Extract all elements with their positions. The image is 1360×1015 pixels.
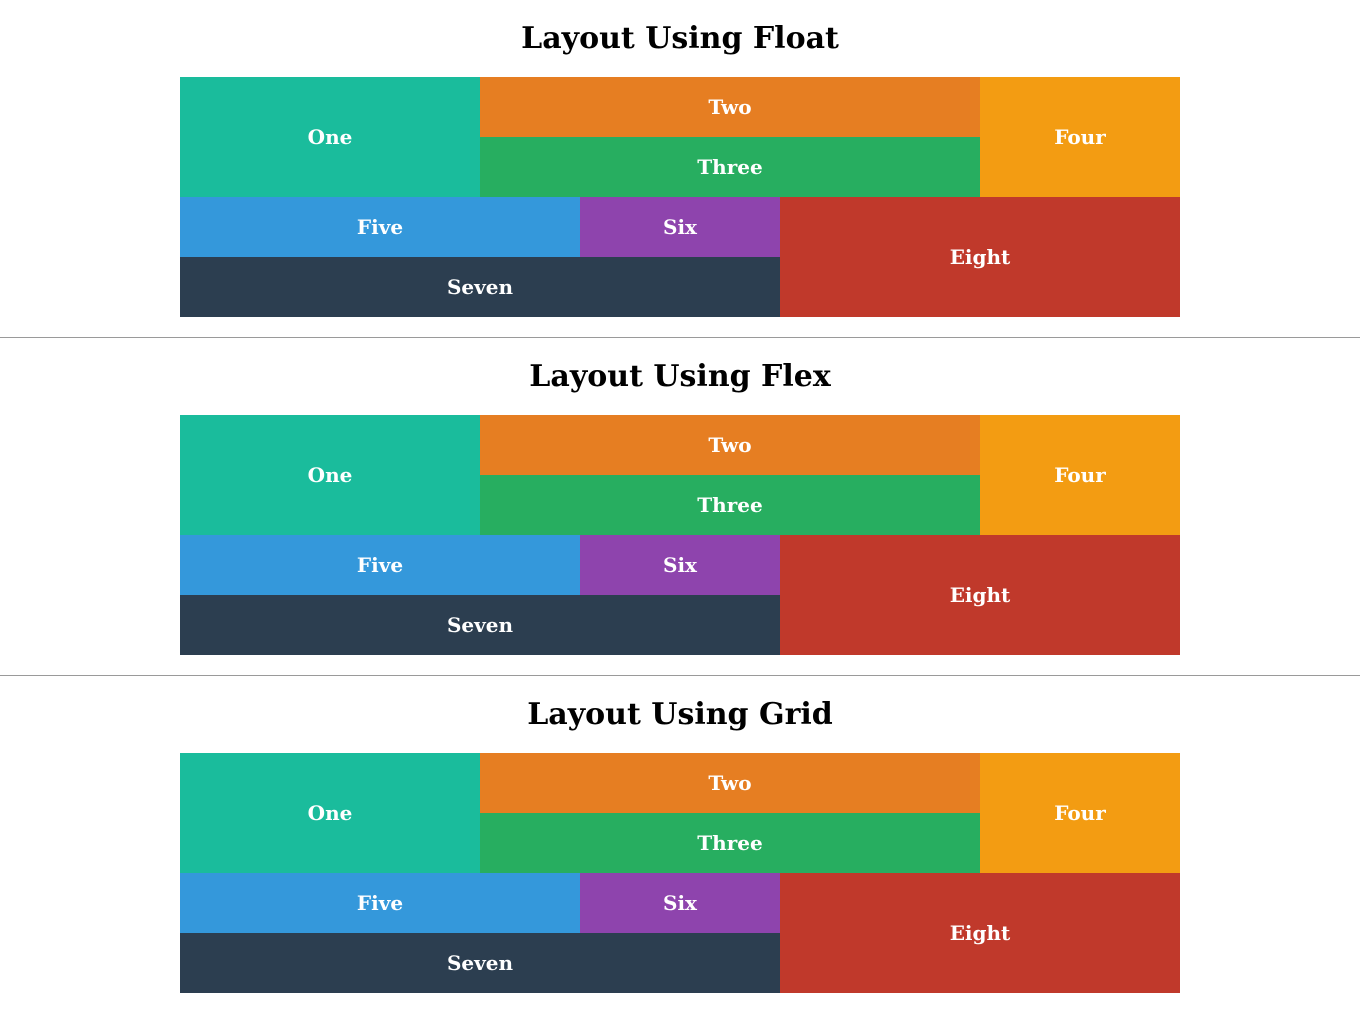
box-three: Three <box>480 475 980 535</box>
box-one: One <box>180 415 480 535</box>
box-three: Three <box>480 137 980 197</box>
section-divider <box>0 675 1360 676</box>
box-one: One <box>180 77 480 197</box>
box-seven: Seven <box>180 257 780 317</box>
box-two: Two <box>480 77 980 137</box>
section-title: Layout Using Flex <box>529 359 831 394</box>
box-eight: Eight <box>780 535 1180 655</box>
box-one: One <box>180 753 480 873</box>
box-five: Five <box>180 873 580 933</box>
layout-float: One Two Three Four Five Six Seven Eight <box>180 77 1180 317</box>
section-grid: Layout Using Grid One Two Three Four Fiv… <box>0 676 1360 993</box>
box-two: Two <box>480 753 980 813</box>
layout-flex: One Two Three Four Five Six Seven Eight <box>180 415 1180 655</box>
section-flex: Layout Using Flex One Two Three Four Fiv… <box>0 338 1360 676</box>
section-title: Layout Using Grid <box>527 697 833 732</box>
box-two: Two <box>480 415 980 475</box>
box-four: Four <box>980 753 1180 873</box>
section-float: Layout Using Float One Two Three Four Fi… <box>0 0 1360 338</box>
box-seven: Seven <box>180 595 780 655</box>
box-five: Five <box>180 535 580 595</box>
box-four: Four <box>980 77 1180 197</box>
layout-grid: One Two Three Four Five Six Seven Eight <box>180 753 1180 993</box>
box-six: Six <box>580 873 780 933</box>
box-eight: Eight <box>780 873 1180 993</box>
box-six: Six <box>580 535 780 595</box>
section-divider <box>0 337 1360 338</box>
box-five: Five <box>180 197 580 257</box>
box-four: Four <box>980 415 1180 535</box>
section-title: Layout Using Float <box>521 21 839 56</box>
box-eight: Eight <box>780 197 1180 317</box>
box-seven: Seven <box>180 933 780 993</box>
box-three: Three <box>480 813 980 873</box>
box-six: Six <box>580 197 780 257</box>
